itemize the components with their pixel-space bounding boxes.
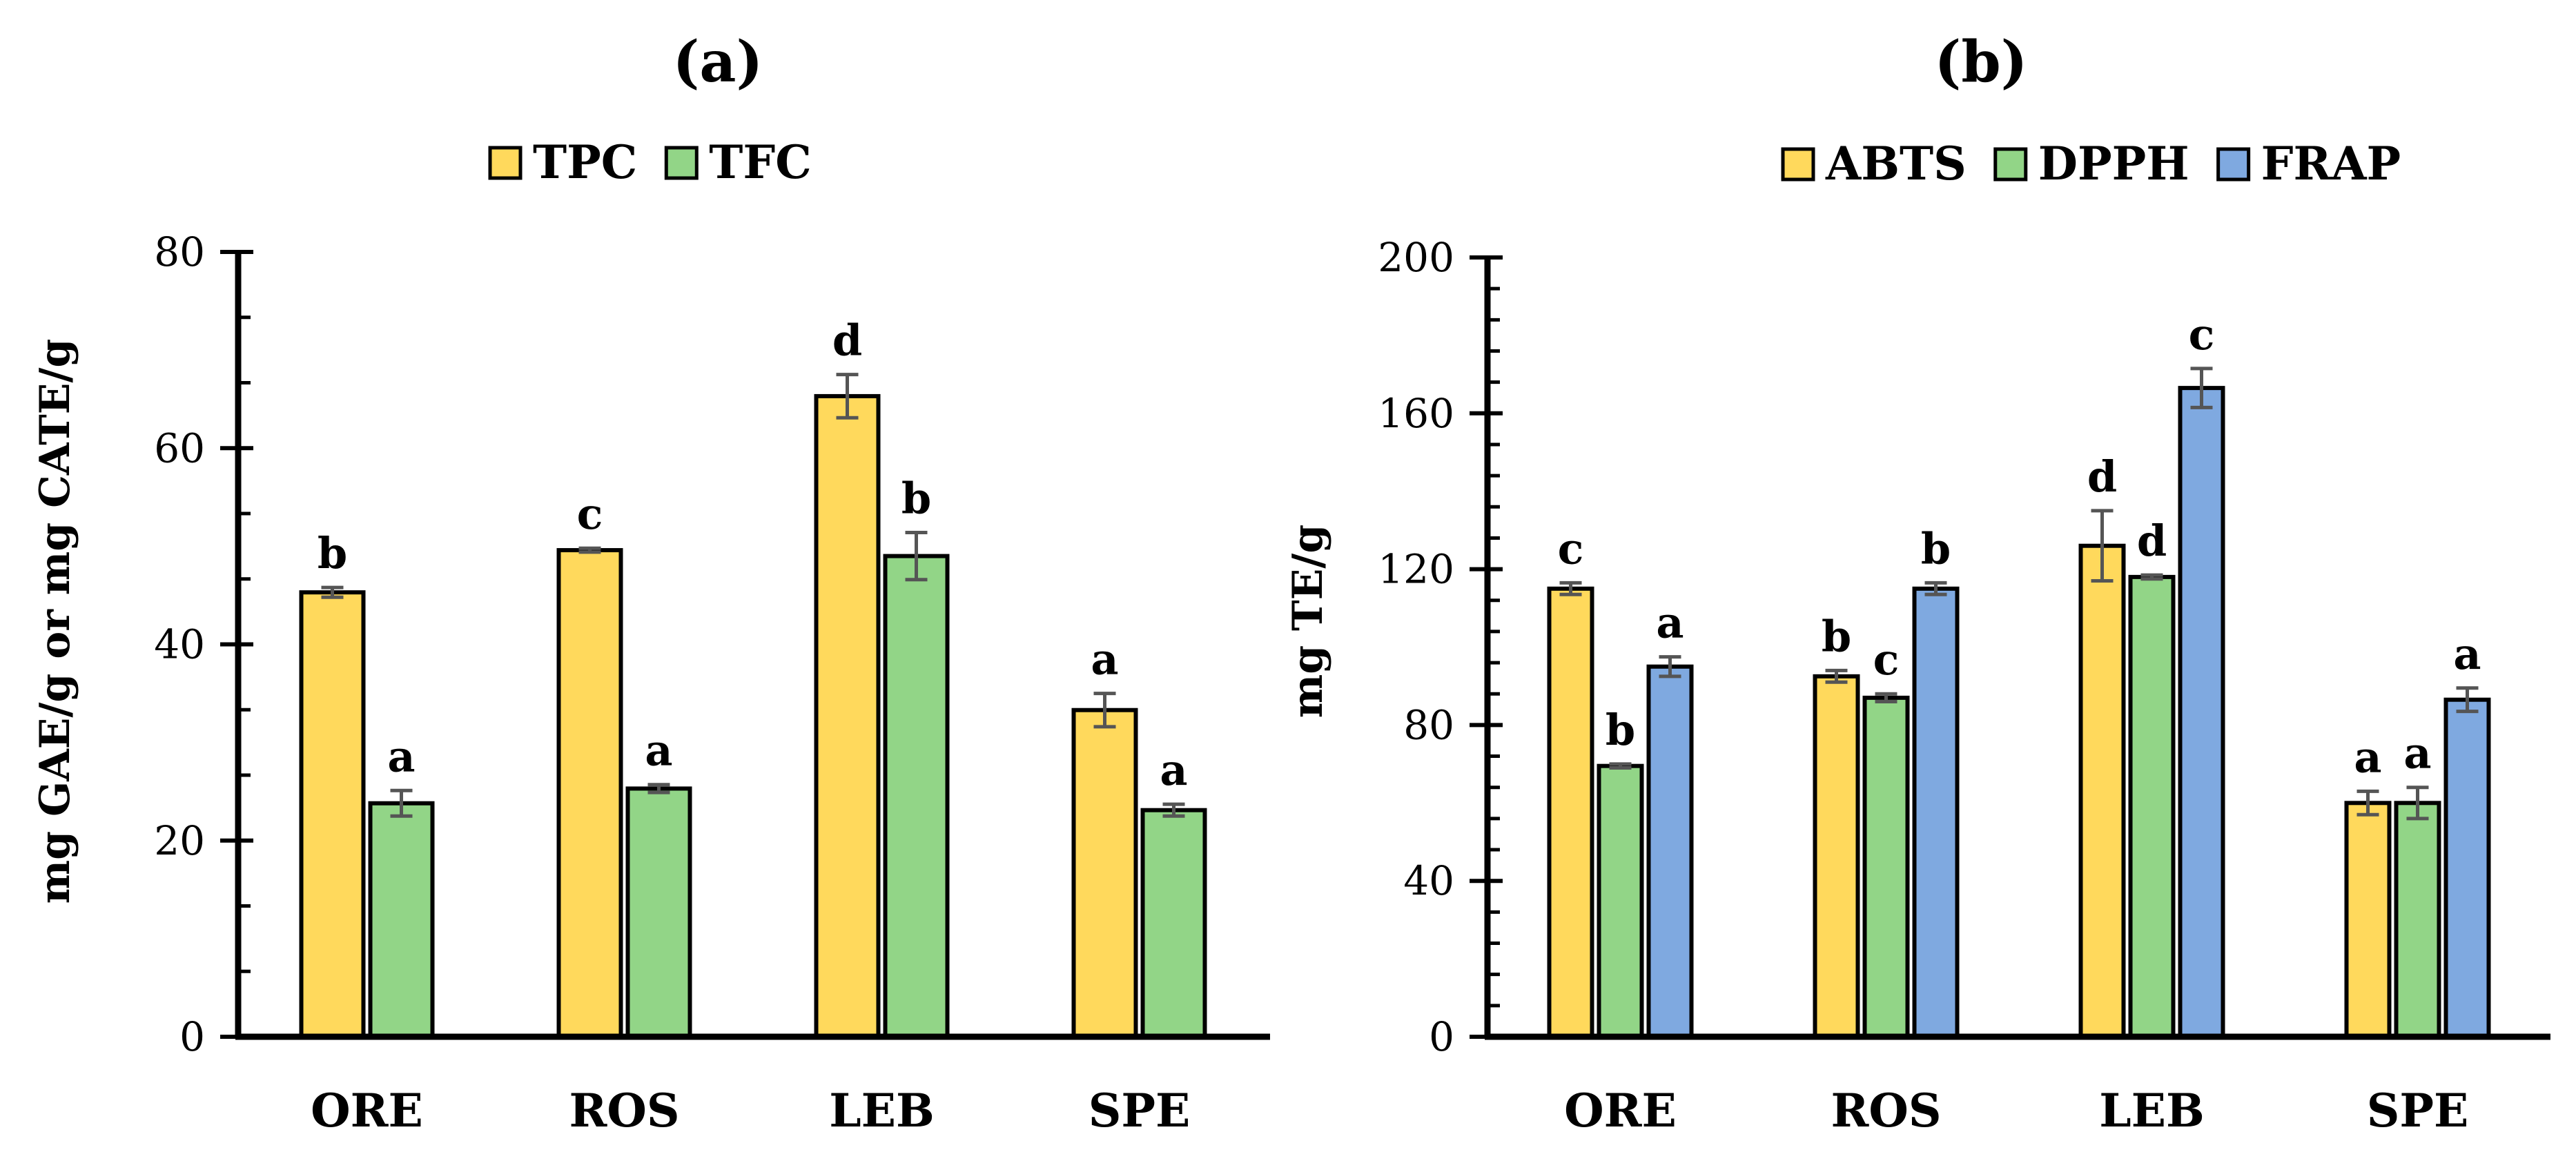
significance-label: a (2354, 732, 2381, 782)
chart-b-y-axis-title: mg TE/g (1284, 525, 1332, 719)
bar-tfc (625, 786, 692, 1039)
y-tick-label: 40 (1403, 857, 1454, 904)
bar-frap (1646, 664, 1694, 1039)
bar-abts (2078, 543, 2126, 1039)
legend-label-abts: ABTS (1825, 137, 1967, 191)
bar-dpph (2394, 801, 2441, 1040)
significance-label: b (1921, 523, 1951, 574)
bar-frap (1912, 586, 1960, 1039)
bar-frap (2443, 697, 2491, 1040)
bar-tpc (299, 590, 366, 1039)
significance-label: d (832, 315, 862, 366)
chart-a-axes (235, 251, 1270, 1040)
significance-label: c (1873, 634, 1900, 685)
chart-a-category-labels: ORE ROS LEB SPE (311, 1084, 1190, 1138)
chart-a-significance-labels: b a c a d b a a (318, 315, 1188, 796)
x-category-label: LEB (829, 1084, 935, 1138)
chart-a-title: (a) (673, 29, 763, 95)
chart-b-legend: ABTS DPPH FRAP (1781, 137, 2401, 191)
chart-b-category-labels: ORE ROS LEB SPE (1564, 1084, 2468, 1138)
legend-swatch-dpph (1993, 147, 2028, 182)
bar-dpph (1597, 763, 1644, 1039)
significance-label: a (387, 731, 415, 781)
bar-tfc (368, 801, 435, 1040)
significance-label: b (1822, 611, 1851, 661)
significance-label: a (645, 725, 672, 776)
significance-label: d (2087, 451, 2117, 502)
y-tick-label: 80 (154, 228, 205, 275)
x-category-label: ROS (1831, 1084, 1941, 1138)
bar-dpph (1862, 695, 1910, 1039)
chart-b-error-bars (1559, 367, 2479, 821)
chart-b-title: (b) (1935, 29, 2028, 95)
significance-label: a (2453, 629, 2481, 679)
bar-tfc (1140, 808, 1207, 1040)
bar-abts (2344, 801, 2392, 1040)
y-tick-label: 20 (154, 817, 205, 864)
x-category-label: ORE (311, 1084, 423, 1138)
significance-label: a (1656, 598, 1684, 648)
bar-abts (1547, 586, 1594, 1039)
x-category-label: ORE (1564, 1084, 1677, 1138)
significance-label: a (1160, 745, 1187, 795)
bar-abts (1813, 674, 1860, 1039)
significance-label: a (1091, 634, 1118, 685)
x-category-label: ROS (569, 1084, 679, 1138)
legend-swatch-abts (1781, 147, 1815, 182)
y-tick-label: 60 (154, 425, 205, 471)
chart-a-error-bars (321, 373, 1185, 818)
legend-swatch-tpc (488, 146, 523, 180)
bar-tpc (556, 548, 623, 1039)
significance-label: c (1558, 523, 1584, 574)
legend-swatch-frap (2216, 147, 2251, 182)
y-tick-label: 0 (1429, 1013, 1454, 1060)
y-tick-label: 120 (1378, 546, 1454, 593)
legend-label-tpc: TPC (533, 135, 637, 189)
bar-tfc (883, 554, 950, 1039)
chart-a-legend: TPC TFC (488, 135, 812, 189)
significance-label: a (2403, 728, 2431, 779)
legend-label-tfc: TFC (709, 135, 812, 189)
y-tick-label: 80 (1403, 701, 1454, 748)
chart-panel-b: (b) mg TE/g ABTS DPPH FRAP 04080120160200 … (1284, 29, 2550, 1138)
bar-tpc (1071, 708, 1138, 1039)
y-tick-label: 40 (154, 621, 205, 668)
x-category-label: SPE (2367, 1084, 2469, 1138)
y-tick-label: 200 (1378, 234, 1454, 281)
legend-swatch-tfc (664, 146, 699, 180)
y-tick-label: 160 (1378, 390, 1454, 437)
chart-panel-a: (a) mg GAE/g or mg CATE/g TPC TFC 0 20 40 60… (31, 29, 1270, 1138)
chart-a-y-axis-title: mg GAE/g or mg CATE/g (31, 339, 79, 904)
x-category-label: SPE (1089, 1084, 1191, 1138)
significance-label: c (577, 489, 603, 539)
bar-dpph (2128, 574, 2176, 1039)
y-tick-label: 0 (179, 1013, 205, 1060)
significance-label: b (318, 528, 347, 578)
legend-label-frap: FRAP (2261, 137, 2401, 191)
bar-tpc (814, 393, 881, 1039)
bar-frap (2178, 386, 2225, 1039)
significance-label: b (901, 473, 931, 523)
significance-label: c (2189, 309, 2215, 360)
chart-b-axes (1484, 256, 2550, 1040)
significance-label: d (2137, 516, 2167, 566)
legend-label-dpph: DPPH (2038, 137, 2189, 191)
significance-label: b (1606, 705, 1635, 755)
x-category-label: LEB (2099, 1084, 2205, 1138)
